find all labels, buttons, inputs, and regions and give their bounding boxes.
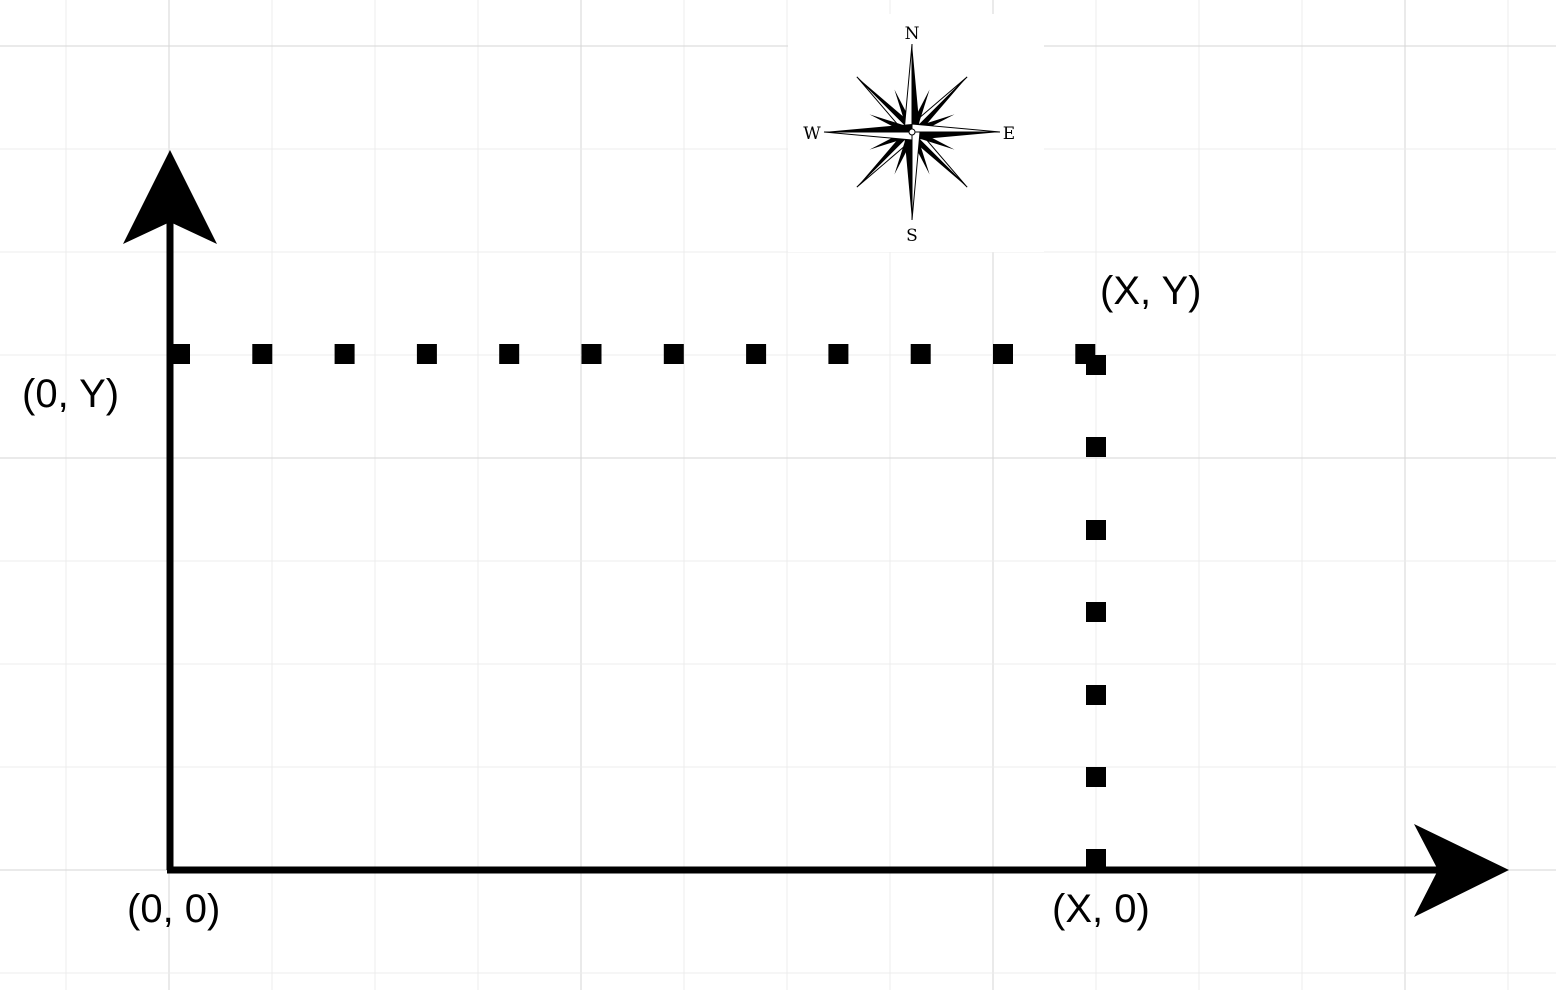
horizontal-projection-dot [993, 344, 1013, 364]
vertical-projection-dot [1086, 520, 1106, 540]
axes [123, 150, 1509, 917]
horizontal-projection-dot [499, 344, 520, 364]
vertical-projection-dot [1086, 849, 1106, 869]
horizontal-projection-line [170, 344, 1096, 364]
compass-rose-icon: N S E W [788, 14, 1044, 252]
horizontal-projection-dot [170, 344, 190, 364]
horizontal-projection-dot [581, 344, 602, 364]
compass-south-letter: S [906, 226, 918, 246]
x-point-label: (X, 0) [1052, 887, 1150, 931]
vertical-projection-line [1086, 355, 1106, 869]
xy-point-label: (X, Y) [1100, 269, 1202, 313]
horizontal-projection-dot [828, 344, 849, 364]
vertical-projection-dot [1086, 602, 1106, 622]
horizontal-projection-dot [252, 344, 273, 364]
compass-east-letter: E [1003, 124, 1015, 144]
origin-label: (0, 0) [127, 887, 220, 931]
horizontal-projection-dot [663, 344, 684, 364]
horizontal-projection-dot [746, 344, 767, 364]
compass-cardinal-points [823, 43, 1001, 221]
compass-north-letter: N [905, 24, 920, 44]
vertical-projection-dot [1086, 437, 1106, 457]
compass-west-letter: W [803, 124, 821, 144]
vertical-projection-dot [1086, 685, 1106, 705]
y-point-label: (0, Y) [22, 372, 119, 416]
vertical-projection-dot [1086, 355, 1106, 375]
compass-diagonal-points [856, 76, 968, 188]
x-axis-arrowhead [1414, 824, 1509, 917]
compass-center [908, 128, 916, 136]
horizontal-projection-dot [334, 344, 355, 364]
horizontal-projection-dot [910, 344, 931, 364]
horizontal-projection-dot [416, 344, 437, 364]
compass-star [823, 43, 1001, 221]
vertical-projection-dot [1086, 767, 1106, 787]
y-axis-arrowhead [123, 150, 217, 244]
